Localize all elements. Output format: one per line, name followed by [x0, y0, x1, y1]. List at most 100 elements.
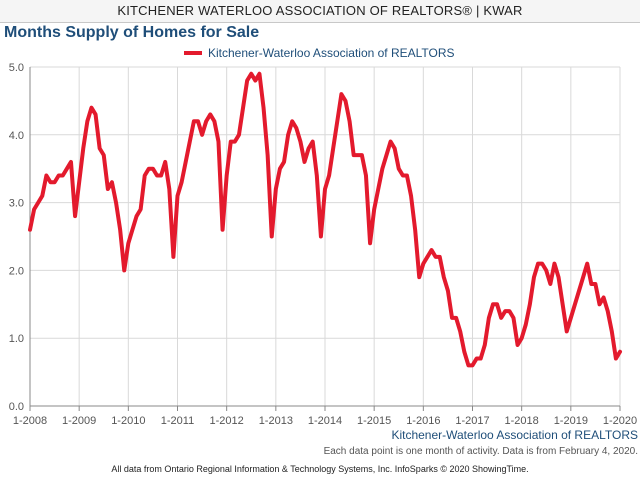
data-point	[418, 276, 420, 278]
data-point	[422, 263, 424, 265]
data-point	[172, 256, 174, 258]
data-point	[62, 174, 64, 176]
y-tick-label: 0.0	[9, 401, 24, 413]
data-point	[336, 120, 338, 122]
data-point	[508, 310, 510, 312]
legend-swatch	[184, 51, 202, 55]
x-tick-label: 1-2017	[455, 415, 489, 427]
data-point	[455, 317, 457, 319]
data-point	[99, 147, 101, 149]
data-point	[41, 195, 43, 197]
data-point	[291, 120, 293, 122]
data-point	[467, 364, 469, 366]
data-point	[66, 168, 68, 170]
data-point	[504, 310, 506, 312]
x-tick-label: 1-2018	[505, 415, 539, 427]
x-tick-label: 1-2011	[161, 415, 194, 427]
data-point	[86, 120, 88, 122]
data-point	[373, 208, 375, 210]
data-point	[103, 154, 105, 156]
top-banner: KITCHENER WATERLOO ASSOCIATION OF REALTO…	[0, 0, 640, 23]
data-point	[177, 195, 178, 197]
data-point	[185, 161, 187, 163]
data-point	[590, 283, 592, 285]
data-point	[361, 154, 363, 156]
data-point	[521, 337, 523, 339]
data-point	[570, 317, 572, 319]
legend: Kitchener-Waterloo Association of REALTO…	[184, 46, 455, 60]
x-tick-label: 1-2012	[210, 415, 244, 427]
data-point	[70, 161, 72, 163]
data-point	[332, 147, 334, 149]
data-point	[365, 174, 367, 176]
data-point	[426, 256, 428, 258]
data-point	[263, 107, 265, 109]
data-point	[316, 174, 318, 176]
footer-attribution: All data from Ontario Regional Informati…	[111, 464, 529, 474]
x-tick-label: 1-2015	[357, 415, 391, 427]
data-point	[553, 263, 555, 265]
data-point	[127, 242, 129, 244]
data-point	[246, 80, 248, 82]
legend-label: Kitchener-Waterloo Association of REALTO…	[208, 46, 455, 60]
data-point	[492, 303, 494, 305]
data-point	[603, 297, 605, 299]
data-point	[574, 303, 576, 305]
data-point	[414, 229, 416, 231]
data-point	[357, 154, 359, 156]
data-point	[615, 358, 617, 360]
data-point	[607, 310, 609, 312]
banner-text: KITCHENER WATERLOO ASSOCIATION OF REALTO…	[117, 3, 523, 18]
data-point	[267, 154, 269, 156]
data-point	[312, 141, 314, 143]
data-point	[156, 174, 158, 176]
data-point	[299, 141, 301, 143]
data-point	[451, 317, 453, 319]
y-tick-label: 5.0	[9, 62, 24, 74]
data-point	[189, 141, 191, 143]
data-point	[82, 147, 84, 149]
data-point	[512, 317, 514, 319]
data-point	[594, 283, 596, 285]
data-point	[578, 290, 580, 292]
data-point	[201, 134, 203, 136]
data-point	[619, 351, 621, 353]
data-point	[271, 236, 273, 237]
data-point	[217, 141, 219, 143]
data-point	[58, 174, 60, 176]
data-point	[480, 358, 482, 360]
data-point	[328, 174, 330, 176]
data-point	[136, 215, 138, 217]
data-point	[279, 168, 281, 170]
data-point	[238, 134, 240, 136]
data-point	[33, 208, 35, 210]
data-point	[377, 188, 379, 190]
data-point	[45, 174, 47, 176]
data-point	[369, 242, 371, 244]
data-point	[344, 100, 346, 102]
data-point	[181, 181, 183, 183]
data-point	[566, 330, 568, 332]
data-point	[226, 174, 228, 176]
data-point	[308, 147, 310, 149]
data-note: Each data point is one month of activity…	[323, 446, 638, 457]
data-point	[209, 113, 211, 115]
data-point	[148, 168, 150, 170]
data-point	[160, 174, 162, 176]
x-tick-label: 1-2009	[62, 415, 96, 427]
data-point	[435, 256, 437, 258]
data-point	[562, 303, 564, 305]
data-point	[586, 263, 588, 265]
data-point	[250, 73, 252, 75]
data-point	[213, 120, 215, 122]
data-point	[381, 168, 383, 170]
data-point	[353, 154, 355, 156]
data-point	[78, 181, 80, 183]
data-point	[111, 181, 113, 183]
data-point	[193, 120, 195, 122]
data-point	[320, 236, 322, 237]
data-point	[90, 107, 92, 109]
data-point	[295, 127, 297, 129]
data-point	[152, 168, 154, 170]
